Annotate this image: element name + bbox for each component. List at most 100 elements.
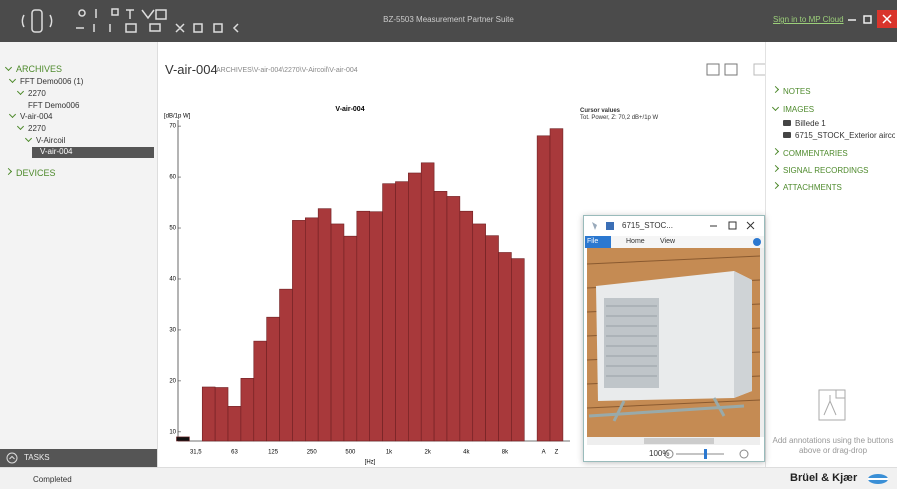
tree-label: 2270 <box>28 89 46 98</box>
section-label: IMAGES <box>783 105 814 114</box>
page: Measurement Partner Suite html, body { m… <box>0 0 897 489</box>
bar <box>177 437 190 441</box>
panel-section[interactable]: ATTACHMENTS <box>773 183 842 192</box>
image-item[interactable]: Billede 1 <box>783 119 895 128</box>
y-tick-label: 20 <box>169 378 176 384</box>
viewer-chrome <box>584 216 764 461</box>
bar <box>318 209 331 441</box>
breadcrumb: ARCHIVES\V-air-004\2270\V-Aircoil\V-air-… <box>216 67 358 74</box>
bar <box>460 211 473 441</box>
bar <box>537 136 550 441</box>
devices-label: DEVICES <box>16 168 56 178</box>
bar <box>215 388 228 442</box>
x-tick-label: 250 <box>307 450 318 456</box>
bar <box>370 212 383 441</box>
expand-chevron <box>17 123 24 130</box>
panel-section[interactable]: NOTES <box>773 87 811 96</box>
annotation-hint: Add annotations using the buttons above … <box>772 436 894 456</box>
tree-item[interactable]: V-Aircoil <box>26 136 65 145</box>
bar <box>408 173 421 441</box>
cursor-title: Cursor values <box>580 108 620 114</box>
x-tick-label: 1k <box>386 450 393 456</box>
section-chevron <box>772 182 779 189</box>
status-bar: Completed Brüel & Kjær <box>0 467 897 489</box>
bar <box>267 317 280 441</box>
image-label: 6715_STOCK_Exterior airco <box>795 131 895 140</box>
cursor-text: Tot. Power, Z: 70,2 dB+/1p W <box>580 115 658 121</box>
section-chevron <box>772 104 779 111</box>
section-label: NOTES <box>783 87 811 96</box>
ribbon-tab[interactable]: Home <box>626 238 645 245</box>
camera-icon <box>783 132 791 138</box>
bar <box>473 224 486 441</box>
panel-section[interactable]: COMMENTARIES <box>773 149 848 158</box>
tree-item[interactable]: V-air-004 <box>32 147 154 158</box>
x-tick-label: 2k <box>424 450 431 456</box>
y-tick-label: 30 <box>169 328 176 334</box>
section-chevron <box>772 165 779 172</box>
devices-item[interactable]: DEVICES <box>6 168 56 178</box>
annotation-icon <box>816 387 850 423</box>
bar <box>202 387 215 441</box>
section-chevron <box>772 86 779 93</box>
x-tick-label: 31,5 <box>190 450 202 456</box>
section-chevron <box>772 148 779 155</box>
camera-icon <box>783 120 791 126</box>
bar <box>499 252 512 441</box>
tree-item[interactable]: ARCHIVES <box>6 64 62 74</box>
x-tick-label: 125 <box>268 450 279 456</box>
tree-item[interactable]: FFT Demo006 <box>28 101 79 110</box>
section-label: ATTACHMENTS <box>783 183 842 192</box>
sidebar: ARCHIVES FFT Demo006 (1) 2270 FFT Demo006 V-… <box>0 42 158 467</box>
x-axis-label: [Hz] <box>365 460 376 466</box>
y-axis-label: [dB/1p W] <box>164 114 191 120</box>
expand-chevron <box>9 111 16 118</box>
sign-in-link[interactable]: Sign in to MP Cloud <box>773 15 844 24</box>
bar <box>383 184 396 441</box>
annotation-panel: Add annotations using the buttons above … <box>765 42 897 467</box>
chart: V-air-004 [dB/1p W] [Hz] 102030405060703… <box>160 100 580 466</box>
image-item[interactable]: 6715_STOCK_Exterior airco <box>783 131 895 140</box>
bar <box>434 191 447 441</box>
panel-section[interactable]: IMAGES <box>773 105 814 114</box>
x-tick-label: A <box>542 450 546 456</box>
app-title: BZ-5503 Measurement Partner Suite <box>0 15 897 24</box>
expand-chevron <box>5 168 12 175</box>
tree-label: FFT Demo006 (1) <box>20 77 83 86</box>
app-window: { "app": {"title": "BZ-5503 Measurement … <box>0 0 897 489</box>
bar <box>511 259 524 441</box>
x-tick-label: Z <box>555 450 559 456</box>
expand-chevron <box>5 64 12 71</box>
tasks-bar[interactable]: TASKS <box>0 449 157 467</box>
tree-item[interactable]: FFT Demo006 (1) <box>10 77 83 86</box>
tree-label: 2270 <box>28 124 46 133</box>
bar <box>254 341 267 441</box>
status-text: Completed <box>33 475 72 484</box>
expand-chevron <box>25 135 32 142</box>
bar <box>550 129 563 441</box>
tasks-label: TASKS <box>24 453 50 462</box>
section-label: COMMENTARIES <box>783 149 848 158</box>
brand-logo <box>866 472 890 486</box>
zoom-level: 100% <box>649 449 669 458</box>
bar <box>357 211 370 441</box>
bar <box>305 218 318 441</box>
tree-item[interactable]: V-air-004 <box>10 112 52 121</box>
expand-chevron <box>17 88 24 95</box>
tree-item[interactable]: 2270 <box>18 89 46 98</box>
bar <box>331 224 344 441</box>
ribbon-tab[interactable]: File <box>587 238 598 245</box>
panel-section[interactable]: SIGNAL RECORDINGS <box>773 166 869 175</box>
tasks-icon <box>6 452 18 464</box>
tree-item[interactable]: 2270 <box>18 124 46 133</box>
x-tick-label: 500 <box>345 450 356 456</box>
section-label: SIGNAL RECORDINGS <box>783 166 869 175</box>
tree-label: V-Aircoil <box>36 136 65 145</box>
chart-title: V-air-004 <box>335 106 364 113</box>
image-label: Billede 1 <box>795 119 826 128</box>
bar <box>344 236 357 441</box>
bar <box>486 236 499 441</box>
tree-label: FFT Demo006 <box>28 101 79 110</box>
bar <box>421 163 434 441</box>
ribbon-tab[interactable]: View <box>660 238 675 245</box>
